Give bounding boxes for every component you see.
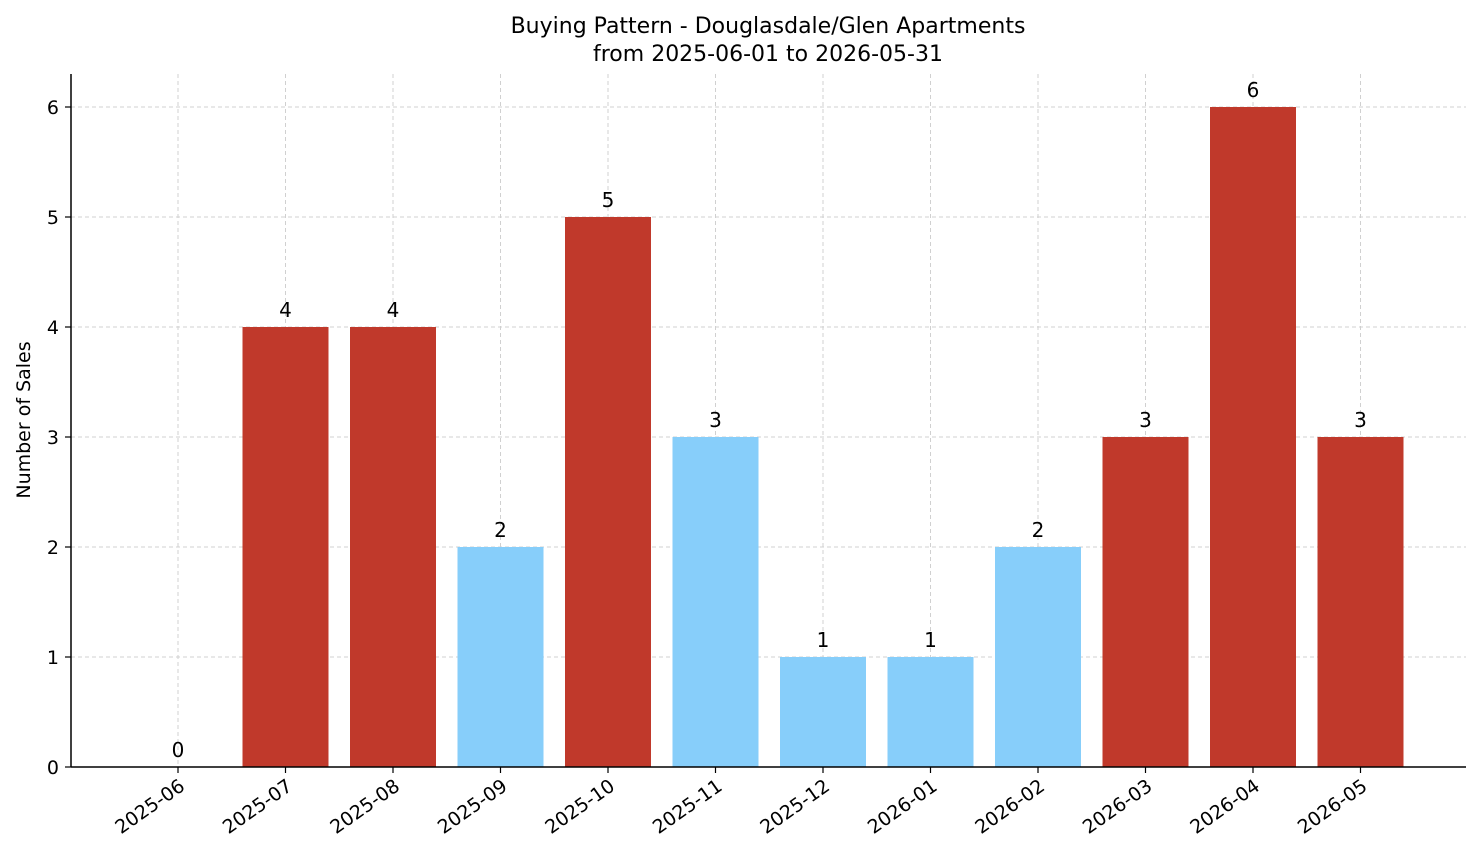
bar-2025-10 (565, 217, 651, 767)
x-tick-label-2025-07: 2025-07 (219, 775, 297, 839)
x-tick-label-2026-03: 2026-03 (1079, 775, 1157, 839)
bar-2026-04 (1210, 107, 1296, 767)
data-label-2025-10: 5 (602, 188, 615, 212)
data-label-2025-09: 2 (494, 518, 507, 542)
x-tick-label-2025-08: 2025-08 (326, 775, 404, 839)
bar-2025-08 (350, 327, 436, 767)
x-tick-label-2025-12: 2025-12 (756, 775, 834, 839)
x-tick-label-2026-04: 2026-04 (1186, 775, 1264, 839)
y-tick-label: 0 (47, 757, 59, 779)
data-label-2025-07: 4 (279, 298, 292, 322)
y-tick-label: 2 (47, 537, 59, 559)
bar-labels: 0 4 4 2 5 3 1 1 2 3 6 3 (172, 78, 1367, 762)
x-tick-label-2026-01: 2026-01 (864, 775, 942, 839)
bar-2026-01 (887, 657, 974, 767)
chart-subtitle: from 2025-06-01 to 2026-05-31 (593, 42, 943, 67)
bar-2026-03 (1102, 437, 1189, 767)
y-tick-label: 5 (47, 207, 59, 229)
data-label-2026-03: 3 (1139, 408, 1152, 432)
data-label-2025-12: 1 (817, 628, 830, 652)
y-tick-label: 3 (47, 427, 59, 449)
bars (242, 107, 1404, 767)
chart-title: Buying Pattern - Douglasdale/Glen Apartm… (511, 14, 1026, 39)
data-label-2025-11: 3 (709, 408, 722, 432)
data-label-2025-06: 0 (172, 738, 185, 762)
bar-2026-05 (1317, 437, 1404, 767)
data-label-2026-02: 2 (1032, 518, 1045, 542)
y-tick-label: 6 (47, 97, 59, 119)
y-tick-label: 1 (47, 647, 59, 669)
x-tick-label-2025-10: 2025-10 (541, 775, 619, 839)
bar-2025-07 (242, 327, 329, 767)
y-axis-label: Number of Sales (13, 341, 35, 498)
bar-2025-12 (780, 657, 866, 767)
x-tick-label-2026-02: 2026-02 (971, 775, 1049, 839)
data-label-2026-05: 3 (1354, 408, 1367, 432)
data-label-2026-04: 6 (1247, 78, 1260, 102)
x-tick-label-2025-09: 2025-09 (434, 775, 512, 839)
bar-2025-11 (672, 437, 759, 767)
x-tick-label-2025-11: 2025-11 (649, 775, 727, 839)
data-label-2025-08: 4 (387, 298, 400, 322)
bar-2026-02 (995, 547, 1081, 767)
x-tick-label-2025-06: 2025-06 (111, 775, 189, 839)
data-label-2026-01: 1 (924, 628, 937, 652)
y-tick-label: 4 (47, 317, 59, 339)
bar-2025-09 (457, 547, 544, 767)
x-tick-label-2026-05: 2026-05 (1294, 775, 1372, 839)
